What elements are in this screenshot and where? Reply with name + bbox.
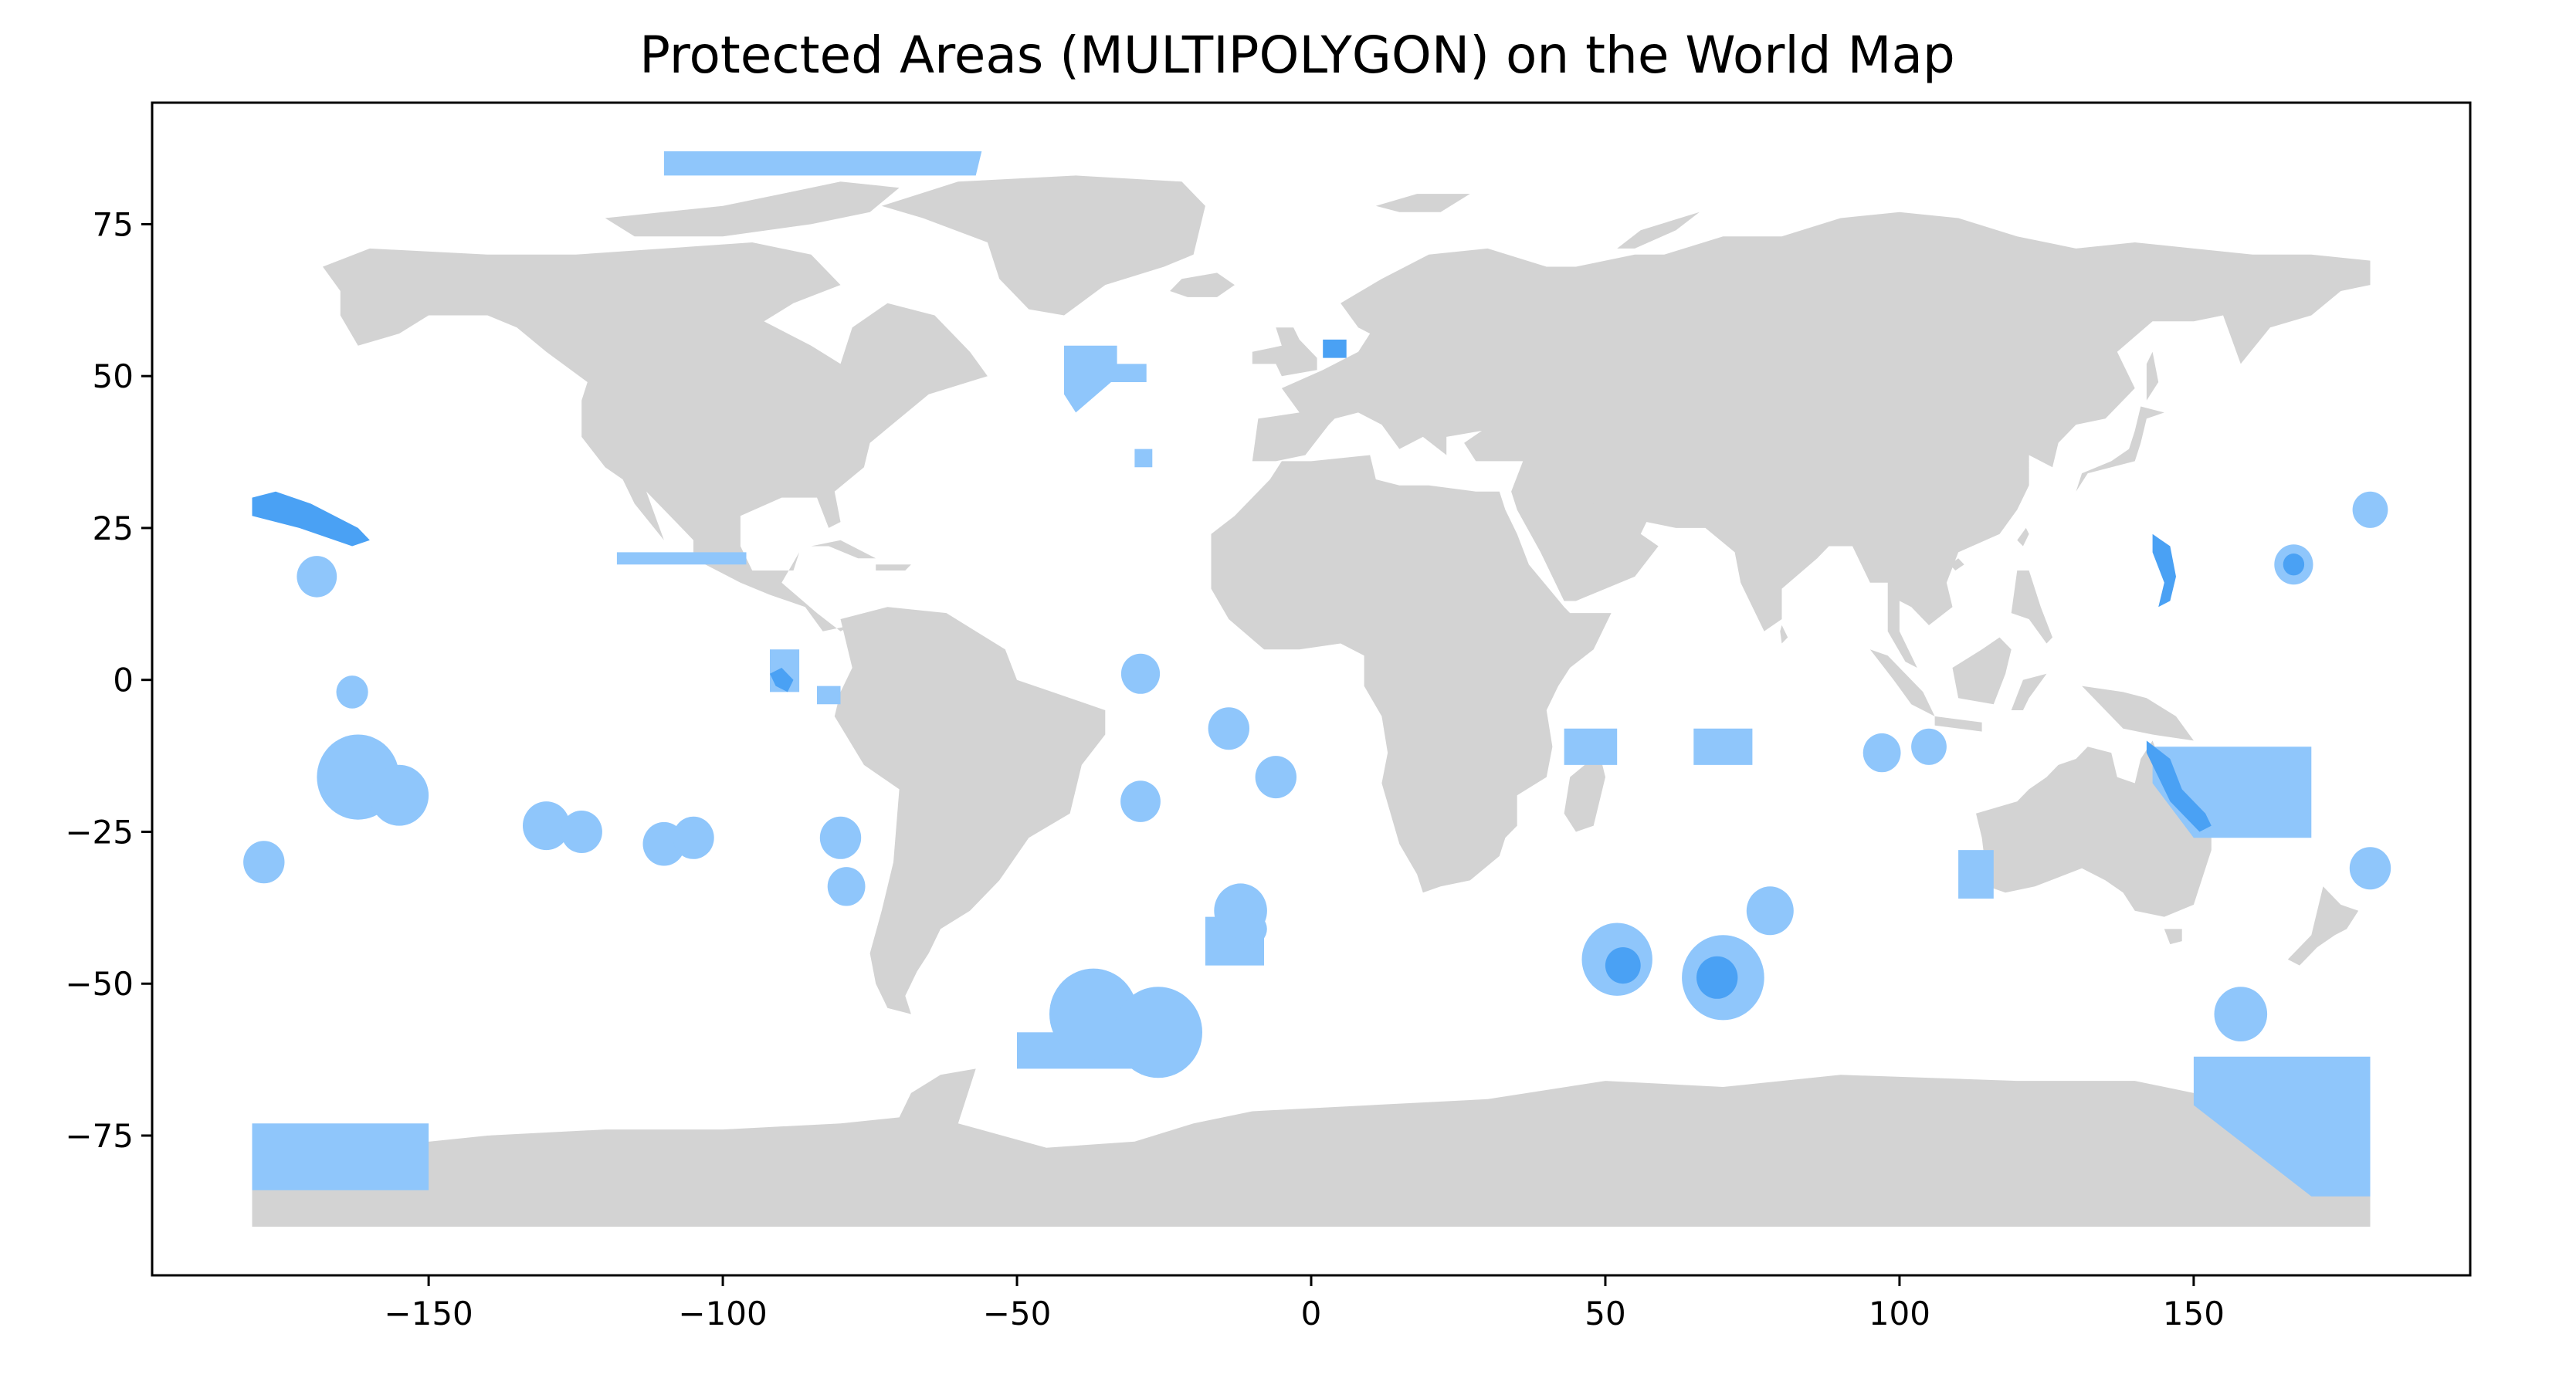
protected-area-easter-b: [673, 816, 714, 859]
protected-area-indian-shelf-sw-aus: [1958, 850, 1994, 899]
protected-area-cocos: [1863, 733, 1901, 773]
land-north-america: [323, 242, 988, 631]
land-africa: [1211, 455, 1612, 893]
x-tick-label: 150: [2163, 1295, 2225, 1332]
land-tasmania: [2164, 929, 2182, 945]
x-tick-label: 50: [1585, 1295, 1625, 1332]
land-arctic-islands: [605, 181, 900, 237]
y-tick-label: 50: [93, 357, 134, 395]
land-australia: [1976, 740, 2212, 917]
land-japan: [2076, 406, 2164, 492]
land-greenland: [881, 175, 1205, 316]
protected-area-core-crozet-core: [1605, 947, 1641, 984]
protected-area-gough: [1237, 913, 1267, 945]
protected-area-amsterdam: [1746, 886, 1794, 936]
land-sumatra: [1869, 649, 1935, 716]
protected-area-core-galapagos: [770, 668, 794, 692]
protected-area-trindade: [1120, 780, 1161, 822]
land-borneo: [1952, 637, 2012, 705]
land-sakhalin: [2146, 351, 2159, 401]
protected-area-chagos-area: [1564, 728, 1618, 765]
protected-area-kermadec: [243, 841, 285, 884]
land-sulawesi: [2011, 673, 2047, 710]
land-south-america: [834, 607, 1106, 1014]
plot-area: [243, 151, 2391, 1227]
y-tick-label: −75: [65, 1117, 134, 1155]
protected-area-canada-arctic-strip: [663, 151, 982, 176]
protected-area-lord-howe: [2349, 847, 2391, 890]
y-tick-label: 0: [113, 662, 134, 699]
protected-area-ross-east-block: [2193, 1056, 2371, 1197]
protected-area-johnston: [336, 675, 368, 709]
protected-area-core-great-barrier-reef: [2146, 740, 2212, 832]
land-new-zealand: [2287, 886, 2359, 966]
land-eurasia: [1252, 212, 2371, 668]
protected-area-desventuradas: [827, 867, 866, 906]
land-java: [1934, 716, 1982, 732]
x-tick-label: −150: [384, 1295, 473, 1332]
land-svalbard: [1375, 194, 1470, 212]
protected-area-pitcairn-a: [523, 801, 570, 851]
y-tick-label: −50: [65, 965, 134, 1003]
protected-area-ascension-island: [1208, 707, 1250, 750]
protected-area-peru-spots: [817, 686, 841, 705]
y-tick-label: −25: [65, 813, 134, 851]
land-madagascar: [1564, 753, 1605, 832]
land-arabia: [1517, 479, 1659, 601]
protected-area-hawaii-south: [297, 556, 337, 598]
land-novaya-zemlya: [1617, 212, 1700, 249]
land-sri-lanka: [1780, 625, 1788, 644]
y-tick-label: 75: [93, 205, 134, 243]
land-antarctica: [252, 1068, 2371, 1227]
chart-title: Protected Areas (MULTIPOLYGON) on the Wo…: [639, 25, 1955, 85]
land-new-guinea: [2082, 686, 2194, 741]
protected-area-juan-fernandez: [819, 816, 862, 859]
land-hainan: [1949, 558, 1964, 570]
protected-area-ogasawara: [2352, 491, 2388, 528]
protected-area-gulf-of-mexico-strip: [616, 552, 747, 565]
protected-area-christmas: [1911, 728, 1947, 765]
protected-area-core-kerguelen-core: [1696, 956, 1738, 999]
land-hispaniola: [876, 564, 911, 570]
y-tick-label: 25: [93, 510, 134, 547]
protected-area-polynesia-south: [369, 764, 429, 826]
land-uk-ireland: [1252, 327, 1317, 377]
protected-area-maldives-patch: [1693, 728, 1753, 765]
protected-area-core-hawaii-papahanaumokuakea: [252, 491, 370, 547]
protected-area-core-marianas: [2152, 533, 2176, 608]
x-tick-label: −100: [678, 1295, 767, 1332]
land-cuba: [811, 540, 876, 559]
x-axis: −150 −100 −50 0 50 100 150: [384, 1275, 2225, 1332]
protected-area-charlie-gibbs: [1064, 345, 1147, 413]
protected-area-core-north-sea-pa: [1323, 339, 1347, 358]
x-tick-label: 100: [1869, 1295, 1930, 1332]
protected-area-azores-area: [1134, 449, 1153, 468]
protected-area-macquarie: [2214, 987, 2268, 1041]
x-tick-label: 0: [1301, 1295, 1322, 1332]
land-philippines: [2011, 570, 2052, 644]
y-axis: 75 50 25 0 −25 −50 −75: [65, 205, 152, 1155]
protected-area-pitcairn-b: [561, 811, 602, 853]
protected-area-st-helena: [1255, 756, 1297, 799]
land-iceland: [1170, 273, 1235, 297]
protected-area-south-sandwich-b: [1113, 987, 1202, 1078]
x-tick-label: −50: [983, 1295, 1052, 1332]
protected-area-ross-sea-block: [252, 1123, 429, 1190]
land-taiwan: [2017, 527, 2029, 547]
protected-area-st-peter-paul: [1120, 653, 1161, 694]
protected-area-core-marcus-core: [2283, 554, 2305, 576]
